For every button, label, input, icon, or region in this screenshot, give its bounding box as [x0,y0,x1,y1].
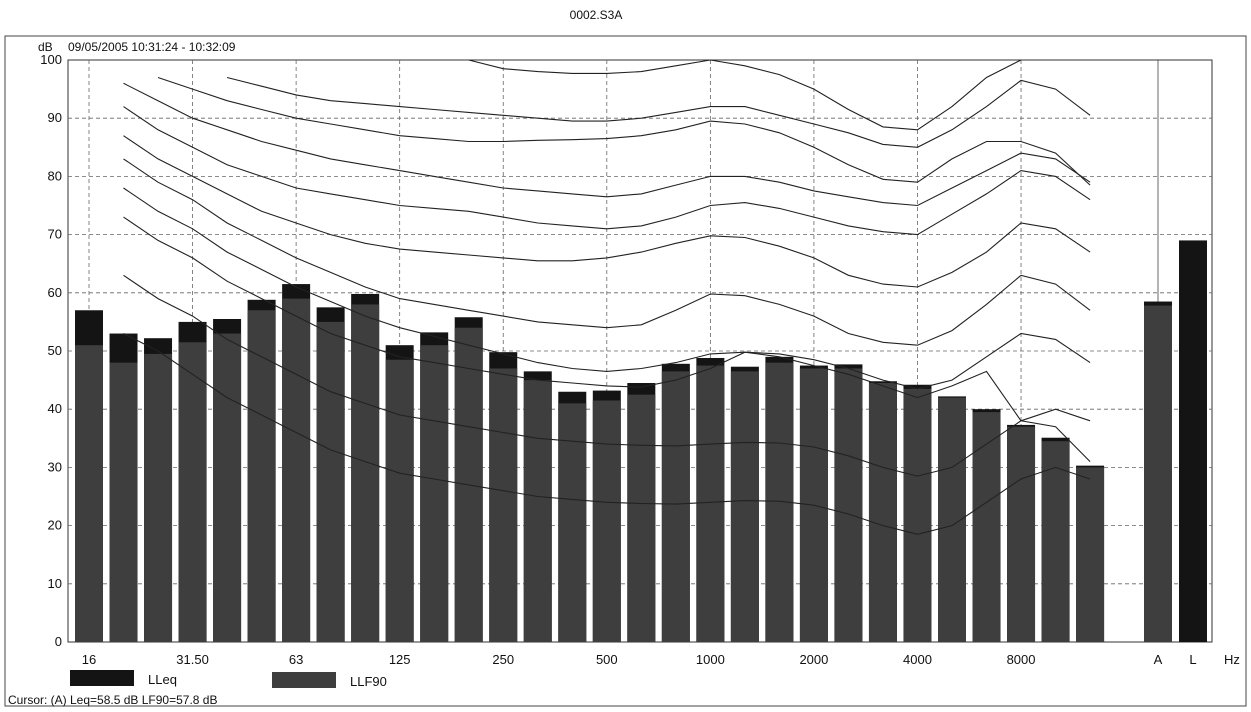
cursor-readout: Cursor: (A) Leq=58.5 dB LF90=57.8 dB [8,693,217,707]
y-tick-label: 30 [48,459,62,474]
bar-llf90 [938,397,966,642]
x-ticks: 16 31.50 63 125 250 500 1000 2000 4000 8000 A L [82,652,1197,667]
x-tick-label: 8000 [1007,652,1036,667]
nr-curve [123,216,1091,462]
x-tick-label: 125 [389,652,411,667]
y-tick-label: 50 [48,343,62,358]
bar-llf90 [972,412,1001,642]
bar-llf90 [351,304,380,642]
nr-curve [226,76,1091,148]
bar-llf90 [1007,426,1036,642]
legend-label-lleq: LLeq [148,672,177,687]
legend-swatch-lleq [70,670,134,686]
x-tick-label: A [1154,652,1163,667]
x-tick-label: 2000 [799,652,828,667]
nr-curve [123,135,1091,288]
y-axis-label: dB [38,40,53,54]
bar-llf90 [385,359,414,642]
bar-llf90 [213,333,242,642]
bar-llf90 [316,321,345,642]
bar-llf90 [489,368,518,642]
x-tick-label: L [1189,652,1196,667]
y-tick-label: 60 [48,285,62,300]
bar-llf90 [868,383,897,642]
bar-llf90 [592,400,621,642]
nr-curves [123,59,1091,535]
bar-broadband-llf90 [1144,305,1172,642]
y-tick-label: 90 [48,110,62,125]
nr-curve [123,187,1091,390]
bar-llf90 [178,342,207,642]
nr-curve [157,76,1091,186]
nr-curve [123,106,1091,236]
x-unit-label: Hz [1224,652,1240,667]
bar-llf90 [75,345,103,642]
file-label: 0002.S3A [570,8,623,22]
x-tick-label: 16 [82,652,96,667]
x-tick-label: 500 [596,652,618,667]
bar-broadband-lleq [1179,240,1207,643]
bar-llf90 [420,345,449,642]
bar-llf90 [558,403,587,642]
bars [75,240,1207,643]
y-tick-label: 20 [48,518,62,533]
legend-label-llf90: LLF90 [350,674,387,689]
time-range: 09/05/2005 10:31:24 - 10:32:09 [68,40,236,54]
y-tick-label: 10 [48,576,62,591]
bar-llf90 [834,368,863,642]
y-tick-label: 80 [48,168,62,183]
y-tick-label: 70 [48,227,62,242]
y-tick-label: 0 [55,634,62,649]
bar-llf90 [144,353,173,642]
nr-curve [123,158,1091,346]
nr-curve [123,82,1091,207]
bar-llf90 [247,310,276,642]
x-tick-label: 250 [492,652,514,667]
bar-llf90 [627,394,656,642]
bar-llf90 [523,380,552,642]
x-tick-label: 31.50 [176,652,209,667]
bar-llf90 [696,365,725,642]
x-tick-label: 1000 [696,652,725,667]
y-tick-label: 40 [48,401,62,416]
outer-frame [4,35,1247,707]
y-tick-label: 100 [40,52,62,67]
bar-llf90 [1076,467,1105,642]
nr-curve [468,59,1022,131]
x-tick-label: 63 [289,652,303,667]
x-tick-label: 4000 [903,652,932,667]
nr-curve [123,333,1091,535]
bar-llf90 [282,298,311,642]
bar-llf90 [1041,441,1070,642]
bar-llf90 [730,371,759,642]
bar-llf90 [109,362,138,642]
bar-llf90 [661,371,690,642]
y-ticks: 0 10 20 30 40 50 60 70 80 90 100 [40,52,62,649]
nr-curve [123,274,1091,477]
legend: LLeq LLF90 [70,670,387,689]
bar-llf90 [903,388,932,642]
legend-swatch-llf90 [272,672,336,688]
